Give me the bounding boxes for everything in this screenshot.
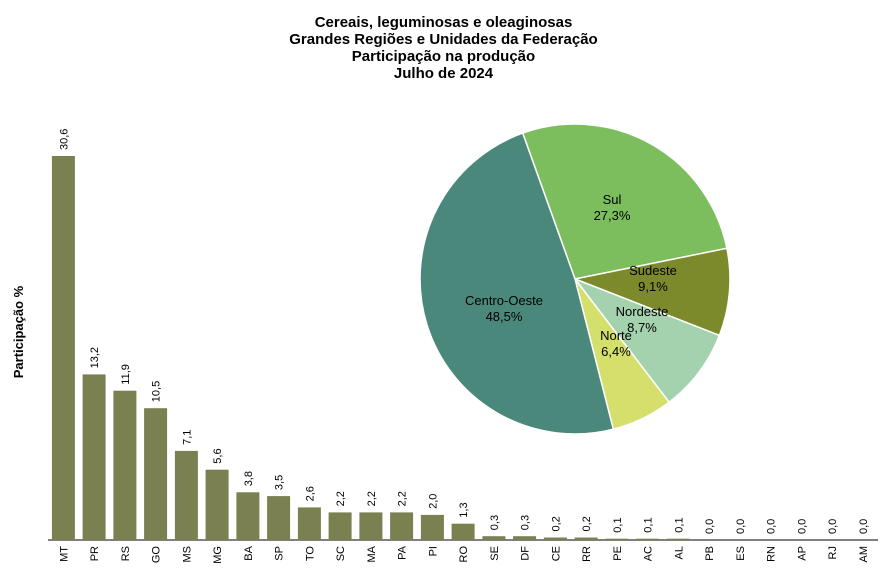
bar-value-label: 5,6	[212, 448, 224, 463]
bar-RR	[574, 537, 598, 540]
bar-value-label: 0,0	[827, 519, 839, 534]
bar-value-label: 0,2	[550, 516, 562, 531]
bar-value-label: 0,0	[796, 519, 808, 534]
bar-MS	[174, 450, 198, 540]
x-tick-label: AC	[643, 546, 655, 561]
y-axis-label: Participação %	[11, 285, 26, 378]
bar-value-label: 10,5	[151, 381, 163, 402]
bar-PI	[420, 514, 444, 540]
chart-title-line-3: Participação na produção	[351, 48, 536, 65]
bar-value-label: 0,1	[612, 517, 624, 532]
bar-series: 30,6 MT 13,2 PR 11,9 RS 10,5 GO 7,1 MS 5,6 MG 3,8 BA 3…	[51, 129, 870, 564]
bar-AC	[636, 538, 660, 540]
bar-value-label: 30,6	[58, 129, 70, 150]
bar-CE	[543, 537, 567, 540]
bar-PA	[390, 512, 414, 540]
bar-TO	[297, 507, 321, 540]
bar-SE	[482, 536, 506, 540]
x-tick-label: PB	[704, 546, 716, 561]
bar-value-label: 13,2	[89, 347, 101, 368]
pie-slice-sul	[521, 123, 728, 280]
x-tick-label: GO	[151, 546, 163, 564]
pie-slice-value-label: 27,3%	[594, 208, 631, 223]
x-tick-label: RJ	[827, 546, 839, 559]
bar-value-label: 0,0	[766, 519, 778, 534]
chart-title: Cereais, leguminosas e oleaginosas Grand…	[0, 14, 887, 82]
bar-DF	[513, 536, 537, 540]
pie-slice-name-label: Sudeste	[629, 263, 677, 278]
x-tick-label: MA	[366, 545, 378, 562]
bar-value-label: 1,3	[458, 502, 470, 517]
bar-value-label: 2,2	[397, 491, 409, 506]
bar-value-label: 2,2	[366, 491, 378, 506]
bar-value-label: 0,0	[858, 519, 870, 534]
pie-slice-name-label: Nordeste	[616, 304, 669, 319]
pie-slice-name-label: Sul	[603, 192, 622, 207]
x-tick-label: MS	[181, 546, 193, 563]
bar-PR	[82, 374, 106, 540]
x-tick-label: ES	[735, 546, 747, 561]
x-tick-label: PA	[397, 545, 409, 560]
bar-value-label: 0,1	[643, 517, 655, 532]
bar-value-label: 0,3	[489, 515, 501, 530]
bar-value-label: 3,5	[274, 475, 286, 490]
x-tick-label: BA	[243, 545, 255, 560]
bar-value-label: 0,2	[581, 516, 593, 531]
x-tick-label: SE	[489, 546, 501, 561]
pie-slice-name-label: Centro-Oeste	[465, 293, 543, 308]
chart-title-line-4: Julho de 2024	[393, 65, 494, 82]
bar-value-label: 11,9	[120, 364, 132, 385]
bar-PE	[605, 538, 629, 540]
bar-value-label: 3,8	[243, 471, 255, 486]
x-tick-label: RO	[458, 546, 470, 563]
bar-BA	[236, 492, 260, 540]
x-tick-label: DF	[520, 546, 532, 561]
bar-value-label: 0,0	[735, 519, 747, 534]
x-tick-label: AL	[673, 546, 685, 559]
pie-slice-centro-oeste	[419, 132, 615, 435]
bar-SP	[267, 496, 291, 540]
bar-MT	[51, 156, 75, 540]
x-tick-label: RS	[120, 546, 132, 561]
x-tick-label: SP	[274, 546, 286, 561]
x-tick-label: TO	[304, 546, 316, 562]
x-tick-label: RR	[581, 546, 593, 562]
bar-MA	[359, 512, 383, 540]
pie-slice-value-label: 8,7%	[627, 320, 657, 335]
x-tick-label: AM	[858, 546, 870, 563]
chart-title-line-1: Cereais, leguminosas e oleaginosas	[314, 14, 573, 31]
bar-value-label: 0,3	[520, 515, 532, 530]
bar-RO	[451, 523, 475, 540]
bar-value-label: 2,2	[335, 491, 347, 506]
x-tick-label: RN	[766, 546, 778, 562]
bar-value-label: 7,1	[181, 430, 193, 445]
bar-GO	[144, 408, 168, 540]
bar-value-label: 2,6	[304, 486, 316, 501]
bar-value-label: 2,0	[427, 494, 439, 509]
pie-slice-name-label: Norte	[600, 328, 632, 343]
bar-value-label: 0,1	[673, 517, 685, 532]
pie-slice-value-label: 6,4%	[601, 344, 631, 359]
x-tick-label: SC	[335, 546, 347, 561]
bar-AL	[666, 538, 690, 540]
chart-title-line-2: Grandes Regiões e Unidades da Federação	[289, 31, 598, 48]
bar-SC	[328, 512, 352, 540]
pie-slice-value-label: 9,1%	[638, 279, 668, 294]
x-tick-label: PI	[427, 546, 439, 556]
x-tick-label: MT	[58, 546, 70, 562]
bar-value-label: 0,0	[704, 519, 716, 534]
pie-slice-value-label: 48,5%	[486, 309, 523, 324]
pie-slice-sudeste	[572, 247, 731, 337]
x-tick-label: PE	[612, 546, 624, 561]
x-tick-label: CE	[550, 546, 562, 561]
bar-RS	[113, 390, 137, 540]
x-tick-label: MG	[212, 546, 224, 564]
x-tick-label: PR	[89, 546, 101, 561]
pie-slice-nordeste	[572, 277, 721, 404]
bar-MG	[205, 469, 229, 540]
x-tick-label: AP	[796, 546, 808, 561]
